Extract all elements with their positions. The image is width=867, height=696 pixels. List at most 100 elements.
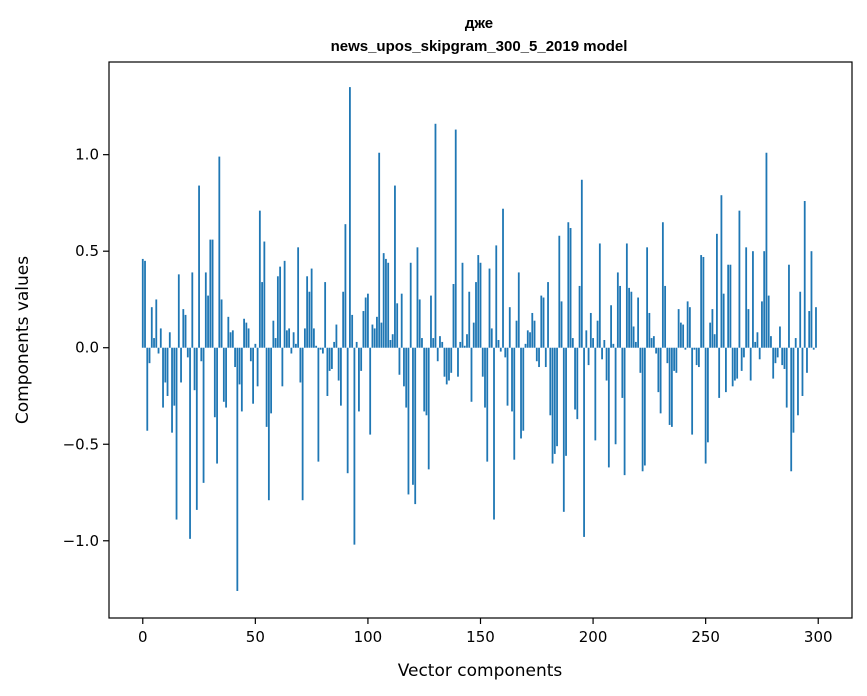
bar-component-282 <box>776 347 779 358</box>
bar-component-131 <box>436 347 439 362</box>
bar-component-68 <box>294 343 297 348</box>
bar-component-271 <box>752 251 754 348</box>
bar-component-118 <box>407 347 410 495</box>
bar-component-191 <box>571 338 574 348</box>
bar-component-199 <box>589 312 592 348</box>
bar-component-125 <box>423 347 426 412</box>
bar-component-135 <box>445 347 448 385</box>
bar-component-254 <box>713 334 716 348</box>
bar-component-162 <box>506 347 509 406</box>
bar-component-223 <box>643 347 646 466</box>
bar-component-209 <box>612 343 615 348</box>
bar-component-152 <box>484 347 486 408</box>
bar-component-139 <box>454 129 457 348</box>
plot-area-frame <box>108 61 853 619</box>
bar-component-29 <box>207 295 209 348</box>
bar-component-65 <box>288 328 291 348</box>
bar-component-115 <box>400 293 403 348</box>
bar-component-109 <box>387 262 390 348</box>
bar-component-192 <box>574 347 576 410</box>
bar-component-186 <box>560 301 563 348</box>
bar-component-102 <box>371 324 374 348</box>
bar-component-49 <box>252 347 254 404</box>
bar-component-275 <box>761 301 763 348</box>
bar-component-74 <box>308 291 311 348</box>
bar-component-60 <box>276 276 279 348</box>
bar-component-153 <box>486 347 489 462</box>
bar-component-78 <box>317 347 320 462</box>
bar-component-28 <box>204 272 207 348</box>
bar-component-279 <box>770 336 772 348</box>
bar-component-8 <box>159 328 162 348</box>
bar-component-183 <box>553 347 556 454</box>
bar-component-263 <box>734 347 736 381</box>
bar-component-104 <box>376 316 378 348</box>
bar-component-238 <box>677 309 680 348</box>
bar-component-95 <box>355 341 358 348</box>
bar-component-178 <box>542 297 545 348</box>
bar-component-172 <box>529 332 531 348</box>
bar-component-230 <box>659 347 662 414</box>
bar-component-224 <box>646 247 649 348</box>
bar-component-77 <box>315 345 318 348</box>
bar-component-195 <box>580 179 583 348</box>
bar-component-200 <box>592 338 594 348</box>
bars-group <box>141 87 817 591</box>
bar-component-106 <box>380 322 383 348</box>
bar-component-113 <box>396 303 399 348</box>
bar-component-246 <box>695 347 698 366</box>
bar-component-151 <box>481 347 484 377</box>
bar-component-157 <box>495 245 498 348</box>
bar-component-299 <box>815 307 817 348</box>
bar-component-54 <box>263 241 266 348</box>
bar-component-268 <box>745 247 748 348</box>
bar-component-242 <box>686 301 689 348</box>
bar-component-148 <box>475 282 477 348</box>
bar-component-198 <box>587 347 590 366</box>
x-tick-label: 100 <box>354 628 383 646</box>
bar-component-84 <box>331 347 333 369</box>
bar-component-232 <box>664 285 667 348</box>
bar-component-155 <box>490 328 493 348</box>
bar-component-44 <box>240 347 243 412</box>
bar-component-180 <box>547 282 549 348</box>
bar-component-208 <box>610 305 612 348</box>
x-tick-label: 300 <box>804 628 833 646</box>
bar-component-119 <box>409 262 412 348</box>
bar-component-165 <box>513 347 516 460</box>
bar-component-43 <box>238 347 241 385</box>
bar-component-168 <box>520 347 522 439</box>
bar-component-0 <box>141 258 144 348</box>
bar-component-112 <box>394 185 396 348</box>
bar-component-61 <box>279 266 282 348</box>
bar-component-175 <box>535 347 538 362</box>
bar-component-20 <box>186 347 189 358</box>
x-axis-ticks: 0 50 100 150 200 250 300 <box>138 618 833 646</box>
bar-component-114 <box>398 347 401 375</box>
bar-component-167 <box>517 272 520 348</box>
bar-component-278 <box>767 295 770 348</box>
bar-component-177 <box>540 295 543 348</box>
bar-component-166 <box>515 320 518 348</box>
bar-component-26 <box>200 347 203 362</box>
bar-component-276 <box>763 251 766 348</box>
bar-component-129 <box>432 338 435 348</box>
bar-component-122 <box>416 247 419 348</box>
bar-component-204 <box>601 347 603 360</box>
bar-component-5 <box>153 338 155 348</box>
bar-component-297 <box>810 251 813 348</box>
bar-component-3 <box>148 347 151 364</box>
bar-component-79 <box>319 347 322 350</box>
bar-component-196 <box>583 347 585 537</box>
bar-component-10 <box>164 347 167 383</box>
bar-component-229 <box>657 347 660 393</box>
bar-component-93 <box>351 314 354 348</box>
bar-component-92 <box>349 87 351 348</box>
bar-component-27 <box>202 347 205 483</box>
bar-component-149 <box>477 255 480 348</box>
bar-component-46 <box>245 322 248 348</box>
bar-component-50 <box>254 343 257 348</box>
bar-component-130 <box>434 123 437 348</box>
bar-component-164 <box>511 347 513 412</box>
